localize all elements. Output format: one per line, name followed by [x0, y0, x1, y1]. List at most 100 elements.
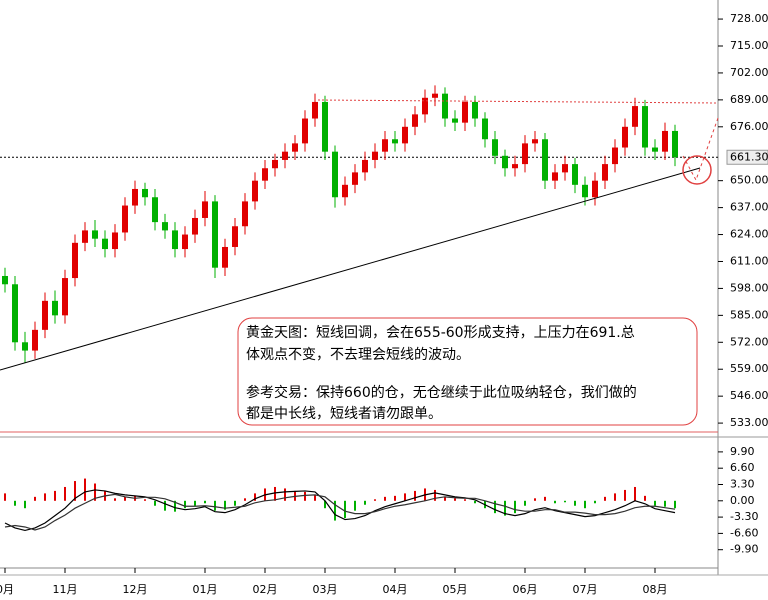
y-tick-label: 611.00: [730, 254, 768, 267]
candle-body: [572, 164, 578, 185]
candle-body: [2, 275, 8, 285]
candle-body: [402, 126, 408, 144]
candle-body: [252, 180, 258, 202]
y-tick-label: 585.00: [730, 308, 768, 321]
candle-body: [562, 164, 568, 173]
candle-body: [592, 180, 598, 198]
last-price-label: 661.30: [730, 150, 768, 163]
macd-line: [4, 493, 676, 531]
candle-body: [92, 230, 98, 239]
candle-body: [142, 188, 148, 198]
y-tick-label: 637.00: [730, 201, 768, 214]
x-tick-label: 12月: [123, 583, 148, 596]
candle-body: [472, 101, 478, 119]
candle-body: [242, 201, 248, 227]
candle-body: [72, 242, 78, 279]
candle-body: [312, 101, 318, 119]
y-tick-label: -6.60: [730, 526, 758, 539]
y-tick-label: 9.90: [730, 445, 755, 458]
y-tick-label: 6.60: [730, 461, 755, 474]
candle-body: [462, 101, 468, 123]
x-tick-label: 01月: [193, 583, 218, 596]
candle-body: [622, 126, 628, 148]
candle-body: [552, 172, 558, 181]
candle-body: [602, 164, 608, 181]
last-price-box: [726, 149, 768, 165]
y-tick-label: 572.00: [730, 335, 768, 348]
y-tick-label: 533.00: [730, 416, 768, 429]
candle-body: [382, 139, 388, 152]
y-tick-label: 3.30: [730, 477, 755, 490]
candle-body: [532, 139, 538, 144]
candle-body: [342, 184, 348, 198]
y-tick-label: 0.00: [730, 494, 755, 507]
y-tick-label: -3.30: [730, 510, 758, 523]
y-tick-label: 598.00: [730, 281, 768, 294]
candle-body: [22, 342, 28, 351]
candle-body: [102, 238, 108, 250]
x-tick-label: 08月: [643, 583, 668, 596]
candle-body: [82, 230, 88, 243]
candle-body: [582, 184, 588, 198]
x-tick-label: 04月: [383, 583, 408, 596]
candle-body: [542, 139, 548, 181]
candle-body: [42, 300, 48, 330]
y-tick-label: 728.00: [730, 12, 768, 25]
y-tick-label: 624.00: [730, 228, 768, 241]
y-tick-label: 715.00: [730, 39, 768, 52]
candle-body: [612, 147, 618, 165]
candle-body: [152, 197, 158, 223]
candle-body: [502, 155, 508, 169]
x-tick-label: 0月: [0, 583, 14, 596]
candle-body: [132, 188, 138, 206]
candle-body: [302, 118, 308, 144]
candle-body: [222, 246, 228, 268]
highlight-circle: [682, 155, 712, 185]
y-tick-label: 650.00: [730, 174, 768, 187]
annotation-line: 都是中长线，短线者请勿跟单。: [246, 406, 442, 422]
candle-body: [422, 97, 428, 115]
y-tick-label: 546.00: [730, 389, 768, 402]
annotation-line: 参考交易：保持660的仓，无仓继续于此位吸纳轻仓，我们做的: [246, 384, 637, 401]
candle-body: [172, 230, 178, 250]
x-tick-label: 06月: [513, 583, 538, 596]
candle-body: [202, 201, 208, 218]
candle-body: [212, 201, 218, 268]
candle-body: [292, 143, 298, 152]
candle-body: [192, 217, 198, 235]
candle-body: [162, 222, 168, 231]
candle-body: [322, 101, 328, 152]
y-tick-label: 702.00: [730, 66, 768, 79]
annotation-line: 体观点不变，不去理会短线的波动。: [246, 347, 470, 363]
candle-body: [492, 139, 498, 156]
support-line: [0, 167, 701, 371]
x-tick-label: 11月: [53, 583, 78, 596]
marks: [0, 85, 718, 532]
candle-body: [642, 106, 648, 148]
candle-body: [52, 300, 58, 316]
candle-body: [412, 114, 418, 127]
candle-body: [112, 232, 118, 250]
candle-body: [182, 234, 188, 250]
y-tick-label: 689.00: [730, 93, 768, 106]
annotation-box: [237, 317, 698, 426]
candle-body: [262, 168, 268, 181]
x-tick-label: 05月: [443, 583, 468, 596]
y-tick-label: 676.00: [730, 120, 768, 133]
candle-body: [362, 159, 368, 173]
candle-body: [442, 93, 448, 119]
x-tick-label: 02月: [253, 583, 278, 596]
candle-body: [672, 130, 678, 158]
candle-body: [632, 106, 638, 127]
candle-body: [432, 93, 438, 98]
candle-body: [32, 329, 38, 351]
candle-body: [232, 226, 238, 247]
y-tick-label: -9.90: [730, 543, 758, 556]
candle-body: [372, 151, 378, 160]
candle-body: [482, 118, 488, 140]
candle-body: [452, 118, 458, 123]
candle-body: [62, 278, 68, 316]
x-tick-label: 07月: [573, 583, 598, 596]
